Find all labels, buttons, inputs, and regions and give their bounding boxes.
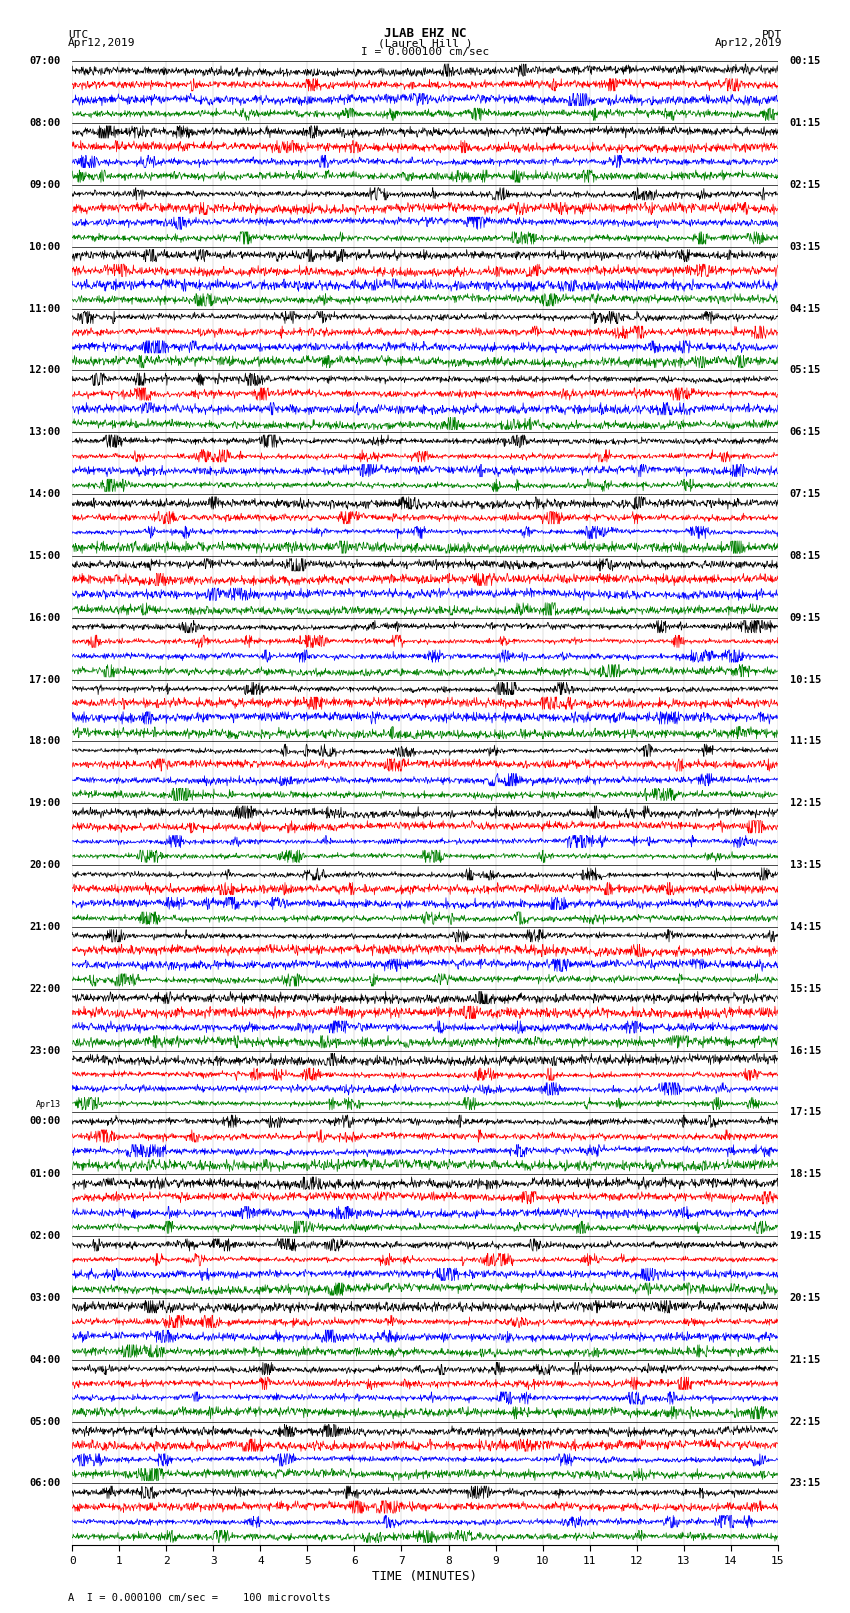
Text: 13:00: 13:00 [29,427,60,437]
Text: 21:15: 21:15 [790,1355,821,1365]
Text: 23:15: 23:15 [790,1479,821,1489]
Text: 19:00: 19:00 [29,798,60,808]
Text: 03:15: 03:15 [790,242,821,252]
Text: 10:15: 10:15 [790,674,821,684]
Text: 16:00: 16:00 [29,613,60,623]
Text: 07:00: 07:00 [29,56,60,66]
Text: 07:15: 07:15 [790,489,821,498]
Text: 04:00: 04:00 [29,1355,60,1365]
Text: Apr13: Apr13 [36,1100,60,1110]
Text: 10:00: 10:00 [29,242,60,252]
Text: 19:15: 19:15 [790,1231,821,1240]
Text: 08:15: 08:15 [790,552,821,561]
Text: 17:00: 17:00 [29,674,60,684]
Text: Apr12,2019: Apr12,2019 [715,39,782,48]
X-axis label: TIME (MINUTES): TIME (MINUTES) [372,1569,478,1582]
Text: 05:15: 05:15 [790,366,821,376]
Text: 21:00: 21:00 [29,923,60,932]
Text: 05:00: 05:00 [29,1416,60,1426]
Text: 11:15: 11:15 [790,737,821,747]
Text: 06:15: 06:15 [790,427,821,437]
Text: PDT: PDT [762,29,782,39]
Text: 20:15: 20:15 [790,1294,821,1303]
Text: UTC: UTC [68,29,88,39]
Text: 18:00: 18:00 [29,737,60,747]
Text: 23:00: 23:00 [29,1045,60,1055]
Text: I = 0.000100 cm/sec: I = 0.000100 cm/sec [361,47,489,58]
Text: 06:00: 06:00 [29,1479,60,1489]
Text: 16:15: 16:15 [790,1045,821,1055]
Text: Apr12,2019: Apr12,2019 [68,39,135,48]
Text: 12:00: 12:00 [29,366,60,376]
Text: 04:15: 04:15 [790,303,821,313]
Text: 13:15: 13:15 [790,860,821,869]
Text: 18:15: 18:15 [790,1169,821,1179]
Text: 15:15: 15:15 [790,984,821,994]
Text: 03:00: 03:00 [29,1294,60,1303]
Text: 00:15: 00:15 [790,56,821,66]
Text: 01:15: 01:15 [790,118,821,127]
Text: 22:15: 22:15 [790,1416,821,1426]
Text: 09:00: 09:00 [29,181,60,190]
Text: 14:00: 14:00 [29,489,60,498]
Text: JLAB EHZ NC: JLAB EHZ NC [383,26,467,39]
Text: 00:00: 00:00 [29,1116,60,1126]
Text: 20:00: 20:00 [29,860,60,869]
Text: 08:00: 08:00 [29,118,60,127]
Text: 14:15: 14:15 [790,923,821,932]
Text: 09:15: 09:15 [790,613,821,623]
Text: 01:00: 01:00 [29,1169,60,1179]
Text: 15:00: 15:00 [29,552,60,561]
Text: 12:15: 12:15 [790,798,821,808]
Text: 17:15: 17:15 [790,1108,821,1118]
Text: 02:15: 02:15 [790,181,821,190]
Text: 11:00: 11:00 [29,303,60,313]
Text: (Laurel Hill ): (Laurel Hill ) [377,39,473,48]
Text: A  I = 0.000100 cm/sec =    100 microvolts: A I = 0.000100 cm/sec = 100 microvolts [68,1594,331,1603]
Text: 02:00: 02:00 [29,1231,60,1240]
Text: 22:00: 22:00 [29,984,60,994]
